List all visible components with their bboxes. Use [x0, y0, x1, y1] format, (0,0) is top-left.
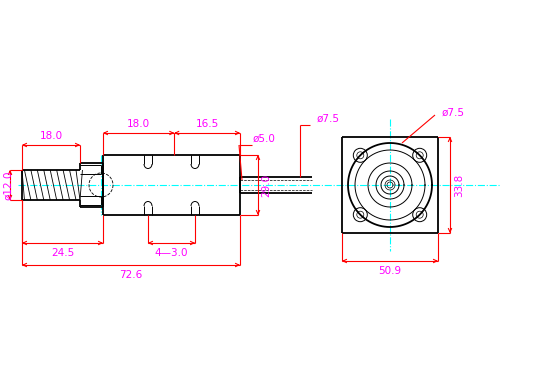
Text: 33.8: 33.8: [454, 173, 464, 197]
Text: ø7.5: ø7.5: [441, 108, 464, 118]
Text: 18.0: 18.0: [39, 131, 62, 141]
Text: ø7.5: ø7.5: [317, 114, 340, 124]
Text: 50.9: 50.9: [378, 266, 401, 276]
Text: 24.5: 24.5: [51, 248, 74, 258]
Text: 4—3.0: 4—3.0: [155, 248, 188, 258]
Text: ø12.0: ø12.0: [3, 170, 13, 200]
Text: ø5.0: ø5.0: [253, 134, 276, 144]
Text: 72.6: 72.6: [119, 270, 143, 280]
Text: 29.0: 29.0: [261, 173, 271, 197]
Text: 16.5: 16.5: [196, 119, 219, 129]
Text: 18.0: 18.0: [127, 119, 150, 129]
